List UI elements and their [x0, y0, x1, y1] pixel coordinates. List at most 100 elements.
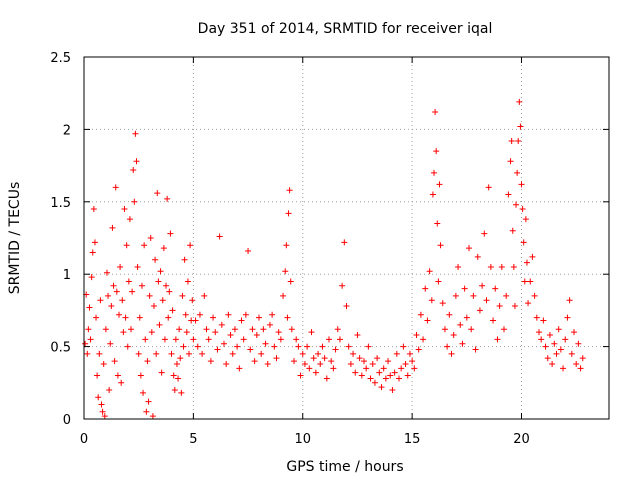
data-point — [87, 336, 94, 343]
y-tick-label: 2 — [63, 123, 71, 138]
data-point — [509, 227, 516, 234]
data-point — [236, 365, 243, 372]
data-point — [428, 297, 435, 304]
data-point — [291, 358, 297, 365]
data-point — [105, 292, 112, 299]
data-point — [264, 360, 271, 367]
data-point — [521, 278, 528, 285]
data-point — [553, 350, 560, 357]
data-point — [275, 329, 282, 336]
data-point — [323, 375, 330, 382]
data-point — [91, 239, 98, 246]
data-point — [167, 230, 174, 237]
data-point — [266, 321, 273, 328]
data-point — [304, 343, 311, 350]
data-point — [520, 239, 527, 246]
data-point — [144, 358, 151, 365]
data-point — [406, 350, 413, 357]
data-point — [166, 288, 173, 295]
data-point — [131, 198, 138, 205]
data-point — [511, 303, 518, 310]
data-point — [529, 253, 536, 260]
data-point — [86, 304, 93, 311]
data-point — [288, 326, 295, 333]
data-point — [527, 278, 534, 285]
data-point — [575, 340, 582, 347]
data-point — [187, 242, 194, 249]
data-point — [328, 358, 335, 365]
data-point — [533, 314, 540, 321]
data-point — [326, 336, 332, 343]
data-point — [82, 340, 89, 347]
data-point — [242, 311, 249, 318]
data-point — [161, 336, 168, 343]
y-axis: 0 0.5 1 1.5 2 2.5 — [50, 51, 609, 428]
data-point — [269, 311, 276, 318]
data-point — [404, 372, 411, 379]
data-point — [165, 314, 172, 321]
data-point — [516, 98, 523, 105]
data-point — [555, 326, 562, 333]
data-point — [393, 350, 400, 357]
data-point — [308, 329, 315, 336]
data-point — [409, 358, 416, 365]
data-point — [389, 387, 396, 394]
data-point — [446, 311, 453, 318]
data-point — [481, 230, 488, 237]
data-point — [332, 346, 339, 353]
data-point — [293, 336, 300, 343]
data-point — [557, 346, 564, 353]
data-points — [82, 98, 586, 420]
data-point — [129, 288, 136, 295]
data-point — [126, 216, 133, 223]
data-point — [472, 346, 479, 353]
data-point — [93, 314, 100, 321]
data-point — [508, 137, 515, 144]
data-point — [192, 317, 199, 324]
data-point — [336, 336, 343, 343]
data-point — [536, 329, 542, 336]
data-point — [145, 398, 152, 405]
data-point — [194, 343, 201, 350]
data-point — [184, 278, 191, 285]
data-point — [433, 148, 440, 155]
data-point — [525, 300, 532, 307]
data-point — [157, 268, 164, 275]
data-point — [181, 256, 188, 263]
data-point — [117, 263, 124, 270]
data-point — [510, 263, 517, 270]
data-point — [439, 300, 446, 307]
grid-lines — [84, 57, 609, 419]
data-point — [450, 332, 457, 339]
data-point — [96, 350, 103, 357]
data-point — [277, 336, 284, 343]
data-point — [221, 340, 227, 347]
data-point — [114, 372, 121, 379]
data-point — [538, 336, 545, 343]
chart-title: Day 351 of 2014, SRMTID for receiver iqa… — [198, 21, 493, 37]
data-point — [461, 285, 468, 292]
data-point — [111, 358, 118, 365]
data-point — [549, 360, 556, 367]
data-point — [182, 311, 189, 318]
data-point — [159, 297, 166, 304]
data-point — [492, 285, 499, 292]
data-point — [158, 369, 165, 376]
data-point — [229, 350, 236, 357]
data-point — [108, 303, 115, 310]
data-point — [483, 297, 490, 304]
data-point — [367, 375, 374, 382]
data-point — [179, 292, 186, 299]
data-point — [147, 235, 154, 241]
data-point — [321, 355, 328, 362]
y-tick-label: 0 — [63, 413, 71, 428]
data-point — [171, 387, 178, 394]
data-point — [402, 360, 409, 367]
data-point — [426, 268, 433, 275]
data-point — [560, 365, 567, 372]
data-point — [214, 346, 221, 353]
data-point — [260, 326, 267, 333]
data-point — [564, 314, 571, 321]
data-point — [148, 329, 155, 336]
data-point — [523, 259, 530, 266]
